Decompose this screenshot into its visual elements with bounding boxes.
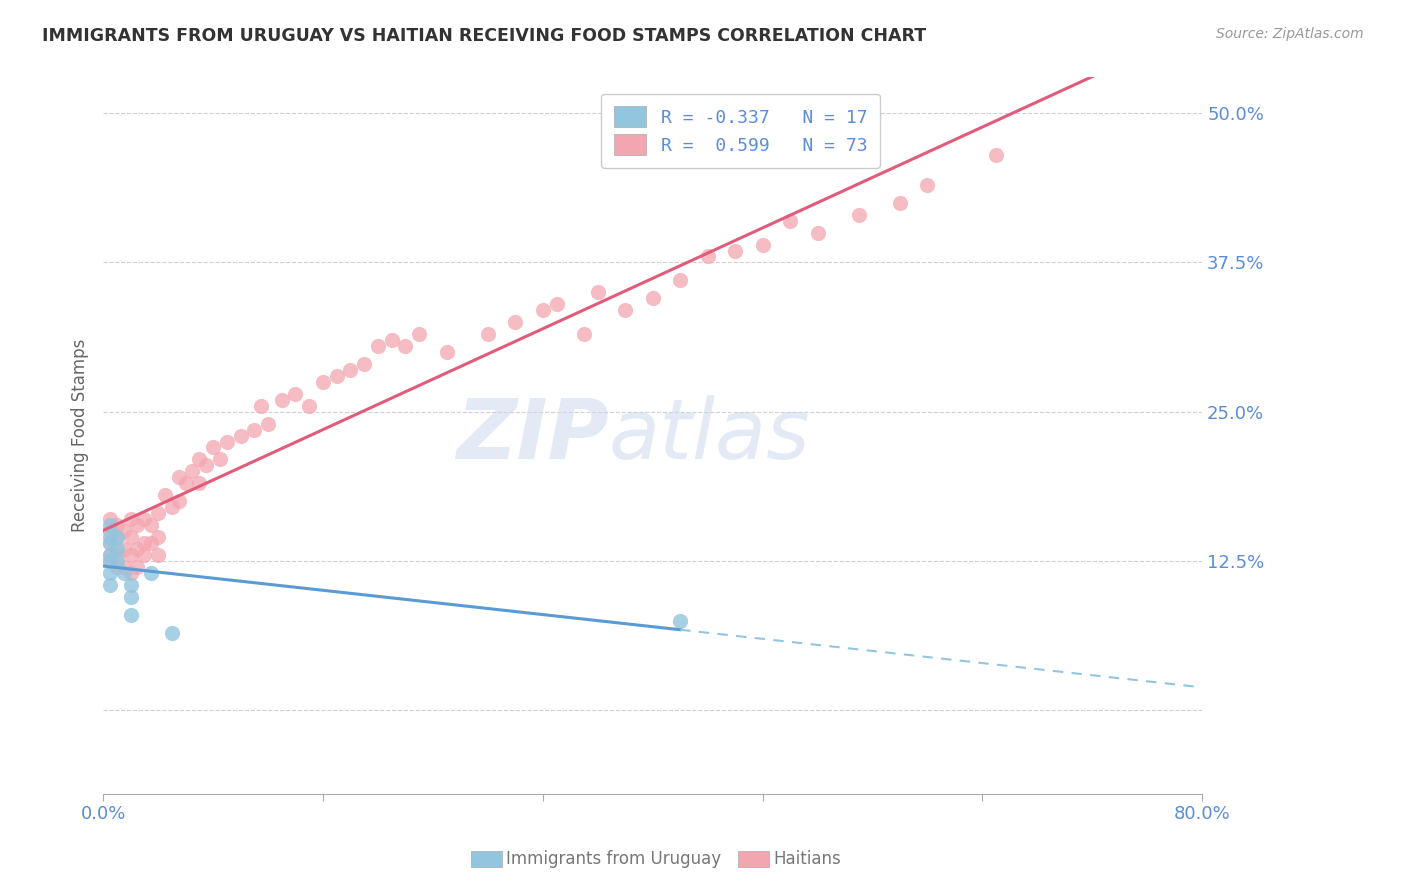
Point	[127, 560, 149, 574]
Point	[105, 530, 128, 544]
Point	[98, 524, 121, 538]
Point	[531, 303, 554, 318]
Text: Source: ZipAtlas.com: Source: ZipAtlas.com	[1216, 27, 1364, 41]
Point	[98, 548, 121, 562]
Point	[167, 470, 190, 484]
Point	[105, 530, 128, 544]
Point	[120, 578, 142, 592]
Point	[779, 213, 801, 227]
Point	[146, 548, 169, 562]
Text: atlas: atlas	[609, 395, 810, 476]
Point	[806, 226, 828, 240]
Point	[141, 566, 163, 580]
Point	[394, 339, 416, 353]
Point	[917, 178, 939, 192]
Point	[120, 590, 142, 604]
Point	[243, 423, 266, 437]
Point	[208, 452, 231, 467]
Point	[339, 363, 361, 377]
Point	[112, 541, 135, 556]
Point	[98, 548, 121, 562]
Point	[146, 506, 169, 520]
Point	[367, 339, 389, 353]
Point	[984, 148, 1007, 162]
Point	[669, 614, 692, 628]
Point	[167, 494, 190, 508]
Point	[105, 554, 128, 568]
Point	[127, 541, 149, 556]
Point	[153, 488, 176, 502]
Point	[98, 554, 121, 568]
Legend: R = -0.337   N = 17, R =  0.599   N = 73: R = -0.337 N = 17, R = 0.599 N = 73	[602, 94, 880, 168]
Point	[436, 345, 458, 359]
Point	[141, 518, 163, 533]
Point	[98, 536, 121, 550]
Point	[120, 607, 142, 622]
Point	[188, 452, 211, 467]
Point	[250, 399, 273, 413]
Point	[188, 476, 211, 491]
Point	[669, 273, 692, 287]
Point	[325, 368, 347, 383]
Point	[202, 441, 225, 455]
Point	[312, 375, 335, 389]
Point	[408, 327, 430, 342]
Point	[105, 560, 128, 574]
Y-axis label: Receiving Food Stamps: Receiving Food Stamps	[72, 339, 89, 533]
Point	[146, 530, 169, 544]
Point	[503, 315, 526, 329]
Point	[160, 625, 183, 640]
Point	[298, 399, 321, 413]
Point	[641, 291, 664, 305]
Point	[105, 541, 128, 556]
Point	[848, 208, 870, 222]
Point	[174, 476, 197, 491]
Point	[229, 428, 252, 442]
Point	[215, 434, 238, 449]
Point	[98, 512, 121, 526]
Point	[98, 518, 121, 533]
Point	[134, 548, 156, 562]
Point	[134, 512, 156, 526]
Point	[120, 530, 142, 544]
Text: Immigrants from Uruguay: Immigrants from Uruguay	[506, 850, 721, 868]
Point	[270, 392, 292, 407]
Point	[141, 536, 163, 550]
Point	[381, 333, 404, 347]
Point	[751, 237, 773, 252]
Point	[134, 536, 156, 550]
Point	[112, 566, 135, 580]
Point	[98, 554, 121, 568]
Point	[696, 250, 718, 264]
Point	[105, 548, 128, 562]
Point	[889, 195, 911, 210]
Point	[353, 357, 375, 371]
Point	[546, 297, 568, 311]
Point	[160, 500, 183, 515]
Text: ZIP: ZIP	[456, 395, 609, 476]
Point	[195, 458, 218, 473]
Point	[181, 464, 204, 478]
Point	[98, 566, 121, 580]
Point	[724, 244, 747, 258]
Text: Haitians: Haitians	[773, 850, 841, 868]
Point	[98, 536, 121, 550]
Point	[120, 548, 142, 562]
Point	[98, 578, 121, 592]
Point	[614, 303, 637, 318]
Point	[120, 512, 142, 526]
Point	[112, 524, 135, 538]
Point	[127, 518, 149, 533]
Point	[284, 386, 307, 401]
Point	[572, 327, 595, 342]
Point	[257, 417, 280, 431]
Point	[98, 530, 121, 544]
Point	[112, 560, 135, 574]
Text: IMMIGRANTS FROM URUGUAY VS HAITIAN RECEIVING FOOD STAMPS CORRELATION CHART: IMMIGRANTS FROM URUGUAY VS HAITIAN RECEI…	[42, 27, 927, 45]
Point	[120, 566, 142, 580]
Point	[477, 327, 499, 342]
Point	[105, 518, 128, 533]
Point	[586, 285, 609, 300]
